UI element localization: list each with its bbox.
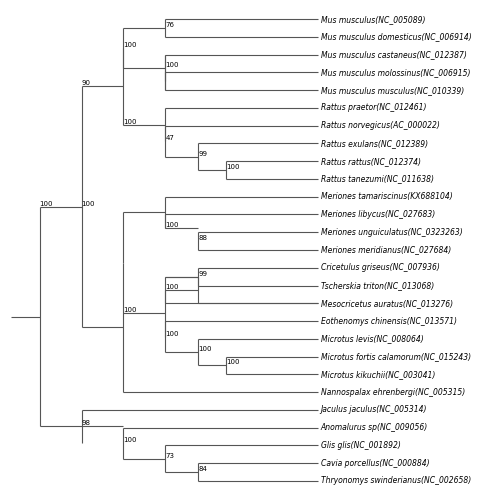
Text: Rattus exulans(NC_012389): Rattus exulans(NC_012389): [321, 139, 428, 148]
Text: Eothenomys chinensis(NC_013571): Eothenomys chinensis(NC_013571): [321, 316, 457, 326]
Text: 100: 100: [226, 360, 240, 366]
Text: Cricetulus griseus(NC_007936): Cricetulus griseus(NC_007936): [321, 264, 440, 272]
Text: 100: 100: [124, 118, 137, 124]
Text: Meriones libycus(NC_027683): Meriones libycus(NC_027683): [321, 210, 435, 219]
Text: Nannospalax ehrenbergi(NC_005315): Nannospalax ehrenbergi(NC_005315): [321, 388, 465, 396]
Text: 47: 47: [165, 135, 174, 141]
Text: 90: 90: [82, 80, 91, 86]
Text: 84: 84: [198, 466, 207, 472]
Text: Mus musculus castaneus(NC_012387): Mus musculus castaneus(NC_012387): [321, 50, 467, 59]
Text: Rattus norvegicus(AC_000022): Rattus norvegicus(AC_000022): [321, 121, 440, 130]
Text: 100: 100: [40, 201, 53, 207]
Text: Microtus levis(NC_008064): Microtus levis(NC_008064): [321, 334, 423, 344]
Text: 100: 100: [165, 222, 179, 228]
Text: Thryonomys swinderianus(NC_002658): Thryonomys swinderianus(NC_002658): [321, 476, 471, 486]
Text: Rattus praetor(NC_012461): Rattus praetor(NC_012461): [321, 104, 426, 112]
Text: 100: 100: [198, 346, 212, 352]
Text: Jaculus jaculus(NC_005314): Jaculus jaculus(NC_005314): [321, 406, 427, 414]
Text: Rattus tanezumi(NC_011638): Rattus tanezumi(NC_011638): [321, 174, 434, 184]
Text: Mesocricetus auratus(NC_013276): Mesocricetus auratus(NC_013276): [321, 299, 453, 308]
Text: Microtus kikuchii(NC_003041): Microtus kikuchii(NC_003041): [321, 370, 435, 379]
Text: Mus musculus(NC_005089): Mus musculus(NC_005089): [321, 14, 425, 24]
Text: 99: 99: [198, 151, 207, 157]
Text: 100: 100: [165, 330, 179, 336]
Text: Meriones meridianus(NC_027684): Meriones meridianus(NC_027684): [321, 246, 451, 254]
Text: 100: 100: [165, 62, 179, 68]
Text: Tscherskia triton(NC_013068): Tscherskia triton(NC_013068): [321, 281, 434, 290]
Text: 100: 100: [124, 437, 137, 443]
Text: Rattus rattus(NC_012374): Rattus rattus(NC_012374): [321, 156, 421, 166]
Text: 100: 100: [124, 42, 137, 48]
Text: 100: 100: [165, 284, 179, 290]
Text: Anomalurus sp(NC_009056): Anomalurus sp(NC_009056): [321, 423, 428, 432]
Text: 88: 88: [198, 235, 207, 241]
Text: Meriones unguiculatus(NC_0323263): Meriones unguiculatus(NC_0323263): [321, 228, 462, 236]
Text: Mus musculus musculus(NC_010339): Mus musculus musculus(NC_010339): [321, 86, 464, 94]
Text: 100: 100: [124, 308, 137, 314]
Text: Cavia porcellus(NC_000884): Cavia porcellus(NC_000884): [321, 458, 429, 468]
Text: 98: 98: [82, 420, 91, 426]
Text: 100: 100: [82, 201, 95, 207]
Text: Mus musculus molossinus(NC_006915): Mus musculus molossinus(NC_006915): [321, 68, 470, 77]
Text: 100: 100: [226, 164, 240, 170]
Text: Microtus fortis calamorum(NC_015243): Microtus fortis calamorum(NC_015243): [321, 352, 471, 361]
Text: 99: 99: [198, 270, 207, 276]
Text: Meriones tamariscinus(KX688104): Meriones tamariscinus(KX688104): [321, 192, 452, 201]
Text: 76: 76: [165, 22, 174, 28]
Text: Glis glis(NC_001892): Glis glis(NC_001892): [321, 441, 400, 450]
Text: 73: 73: [165, 452, 174, 458]
Text: Mus musculus domesticus(NC_006914): Mus musculus domesticus(NC_006914): [321, 32, 472, 42]
